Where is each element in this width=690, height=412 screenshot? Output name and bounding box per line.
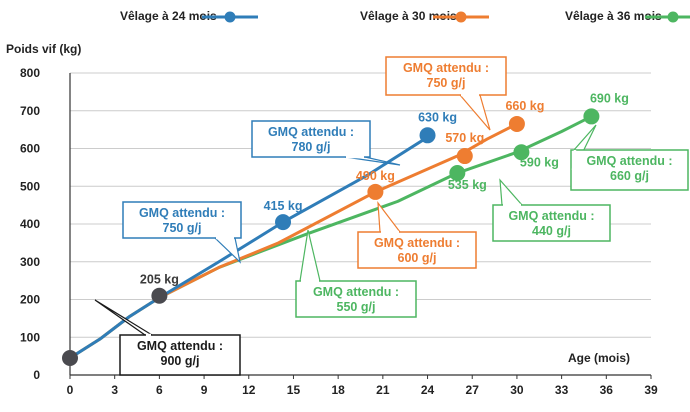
callout-frame — [251, 120, 371, 158]
highlight-points: 205 kg 415 kg 630 kg 490 kg 570 kg 660 kg 535 … — [62, 91, 629, 367]
callout-box: GMQ attendu :600 g/j — [357, 201, 477, 269]
callout-frame — [570, 149, 689, 191]
callout-box: GMQ attendu :780 g/j — [251, 120, 401, 166]
callout-pointer — [299, 229, 321, 282]
callout-pointer — [458, 94, 491, 131]
callout-box: GMQ attendu :750 g/j — [385, 56, 507, 131]
callout-pointer — [499, 178, 524, 206]
x-tick-label: 24 — [421, 383, 435, 397]
x-tick-label: 30 — [510, 383, 524, 397]
x-tick-label: 39 — [644, 383, 658, 397]
data-point — [508, 115, 525, 132]
callout-text: 900 g/j — [161, 354, 200, 368]
callout-joint — [571, 149, 577, 171]
callout-frame — [385, 56, 507, 96]
data-point — [275, 214, 292, 231]
legend-label: Vêlage à 24 mois — [120, 9, 217, 23]
y-axis-title: Poids vif (kg) — [6, 42, 81, 56]
y-tick-label: 200 — [20, 293, 40, 307]
callout-text: GMQ attendu : — [508, 209, 594, 223]
data-label: 690 kg — [590, 91, 629, 105]
data-label: 630 kg — [418, 110, 457, 124]
y-tick-label: 700 — [20, 104, 40, 118]
x-tick-label: 12 — [242, 383, 256, 397]
callout-text: GMQ attendu : — [137, 339, 223, 353]
x-tick-label: 3 — [111, 383, 118, 397]
callout-box: GMQ attendu :660 g/j — [570, 124, 689, 191]
callout-text: GMQ attendu : — [268, 125, 354, 139]
callout-text: GMQ attendu : — [403, 61, 489, 75]
legend-marker — [224, 11, 236, 23]
data-label: 660 kg — [505, 99, 544, 113]
callout-pointer — [213, 237, 241, 264]
data-point — [419, 127, 436, 144]
callout-frame — [357, 231, 477, 269]
data-label: 570 kg — [445, 131, 484, 145]
x-axis-title: Age (mois) — [568, 351, 630, 365]
y-tick-label: 400 — [20, 217, 40, 231]
callout-text: 750 g/j — [163, 221, 202, 235]
legend-label: Vêlage à 36 mois — [565, 9, 662, 23]
data-point — [456, 148, 473, 165]
data-label: 205 kg — [140, 273, 179, 287]
data-point — [367, 183, 384, 200]
callout-box: GMQ attendu :550 g/j — [295, 229, 417, 318]
callout-box: GMQ attendu :440 g/j — [492, 178, 611, 242]
callout-frame — [295, 280, 417, 318]
legend-label: Vêlage à 30 mois — [360, 9, 457, 23]
callout-text: 780 g/j — [292, 140, 331, 154]
series-line-0 — [68, 135, 430, 360]
x-tick-label: 9 — [201, 383, 208, 397]
data-label: 415 kg — [264, 199, 303, 213]
callout-text: GMQ attendu : — [586, 154, 672, 168]
callout-text: 660 g/j — [610, 169, 649, 183]
y-tick-label: 800 — [20, 66, 40, 80]
data-label: 490 kg — [356, 169, 395, 183]
data-point — [449, 165, 466, 182]
y-tick-label: 0 — [33, 368, 40, 382]
callout-pointer — [377, 201, 402, 233]
x-tick-label: 15 — [287, 383, 301, 397]
x-axis: 0 3 6 9 12 15 18 21 24 27 30 33 36 39 — [67, 374, 658, 397]
callout-frame — [492, 204, 611, 242]
callout-text: GMQ attendu : — [139, 206, 225, 220]
data-point — [513, 144, 530, 161]
x-tick-label: 21 — [376, 383, 390, 397]
legend-marker — [455, 11, 467, 23]
data-point — [62, 350, 78, 367]
x-tick-label: 18 — [331, 383, 345, 397]
callout-text: GMQ attendu : — [313, 285, 399, 299]
callout-box: GMQ attendu :900 g/j — [94, 299, 241, 376]
x-tick-label: 33 — [555, 383, 569, 397]
callout-pointer — [94, 299, 155, 336]
callout-text: GMQ attendu : — [374, 236, 460, 250]
y-tick-label: 600 — [20, 142, 40, 156]
legend-marker — [667, 11, 679, 23]
legend: Vêlage à 24 mois Vêlage à 30 mois Vêlage à… — [120, 9, 690, 23]
y-tick-label: 100 — [20, 330, 40, 344]
y-tick-label: 300 — [20, 255, 40, 269]
callout-text: 600 g/j — [398, 251, 437, 265]
callout-text: 440 g/j — [532, 224, 571, 238]
callout-frame — [122, 201, 242, 239]
x-tick-label: 6 — [156, 383, 163, 397]
callout-text: 550 g/j — [337, 300, 376, 314]
x-tick-label: 27 — [466, 383, 480, 397]
y-tick-label: 500 — [20, 179, 40, 193]
data-point — [151, 287, 168, 304]
data-point — [583, 108, 600, 125]
data-label: 535 kg — [448, 178, 487, 192]
callout-text: 750 g/j — [427, 76, 466, 90]
y-axis: 0 100 200 300 400 500 600 700 800 — [20, 66, 71, 382]
x-tick-label: 0 — [67, 383, 74, 397]
callout-box: GMQ attendu :750 g/j — [122, 201, 242, 264]
callout-frame — [119, 334, 241, 376]
data-label: 590 kg — [520, 155, 559, 169]
x-tick-label: 36 — [600, 383, 614, 397]
